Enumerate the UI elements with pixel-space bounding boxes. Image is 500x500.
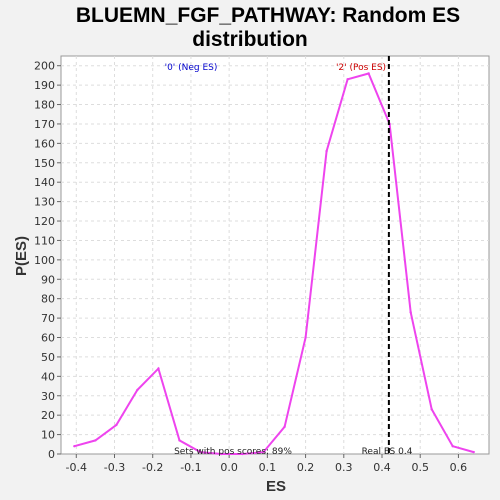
x-tick-label: 0.2 bbox=[297, 461, 315, 474]
data-point bbox=[262, 450, 265, 454]
y-tick-label: 90 bbox=[41, 273, 55, 286]
x-axis-ticks: -0.4 -0.3 -0.2 -0.1 0.0 0.1 0.2 0.3 0.4 0.5 0.6 bbox=[66, 454, 468, 474]
x-tick-label: 0.6 bbox=[450, 461, 468, 474]
series-line bbox=[74, 72, 474, 455]
y-tick-label: 50 bbox=[41, 351, 55, 364]
data-point bbox=[283, 425, 286, 429]
y-tick-label: 150 bbox=[34, 157, 55, 170]
x-axis-label: ES bbox=[266, 478, 286, 495]
x-tick-label: 0.5 bbox=[411, 461, 429, 474]
y-tick-label: 60 bbox=[41, 332, 55, 345]
y-tick-label: 170 bbox=[34, 118, 55, 131]
data-point bbox=[241, 452, 244, 456]
y-tick-label: 40 bbox=[41, 370, 55, 383]
y-tick-label: 70 bbox=[41, 312, 55, 325]
y-tick-label: 130 bbox=[34, 196, 55, 209]
chart-title-line1: BLUEMN_FGF_PATHWAY: Random ES bbox=[76, 4, 460, 27]
x-tick-label: -0.4 bbox=[66, 461, 87, 474]
y-tick-label: 140 bbox=[34, 176, 55, 189]
x-tick-label: 0.1 bbox=[259, 461, 277, 474]
y-tick-label: 80 bbox=[41, 293, 55, 306]
x-tick-label: 0.4 bbox=[373, 461, 391, 474]
data-point bbox=[409, 311, 412, 314]
data-point bbox=[346, 78, 349, 81]
x-tick-label: -0.3 bbox=[104, 461, 125, 474]
y-tick-label: 10 bbox=[41, 429, 55, 442]
data-point bbox=[451, 445, 454, 448]
y-tick-label: 200 bbox=[34, 60, 55, 73]
data-point bbox=[199, 450, 202, 454]
y-tick-label: 160 bbox=[34, 137, 55, 150]
chart-title-line2: distribution bbox=[192, 28, 307, 51]
y-axis-label: P(ES) bbox=[13, 236, 30, 276]
y-tick-label: 30 bbox=[41, 390, 55, 403]
y-tick-label: 190 bbox=[34, 79, 55, 92]
x-tick-label: -0.2 bbox=[142, 461, 163, 474]
plot-area bbox=[60, 55, 490, 455]
data-point bbox=[178, 439, 181, 442]
data-point bbox=[115, 423, 118, 427]
data-point bbox=[157, 367, 160, 370]
data-point bbox=[367, 72, 370, 75]
y-tick-label: 180 bbox=[34, 99, 55, 112]
y-tick-label: 20 bbox=[41, 409, 55, 422]
data-point bbox=[220, 452, 223, 456]
y-tick-label: 100 bbox=[34, 254, 55, 267]
x-tick-label: -0.1 bbox=[180, 461, 201, 474]
y-tick-label: 0 bbox=[48, 448, 55, 461]
data-point bbox=[325, 149, 328, 153]
x-tick-label: 0.3 bbox=[335, 461, 353, 474]
data-point bbox=[472, 450, 475, 454]
data-point bbox=[136, 388, 139, 392]
y-tick-label: 120 bbox=[34, 215, 55, 228]
real-es-annotation: Real ES 0.4 bbox=[362, 447, 413, 457]
data-point bbox=[304, 336, 307, 339]
grid-lines bbox=[61, 56, 489, 454]
data-point bbox=[73, 445, 76, 448]
y-tick-label: 110 bbox=[34, 234, 55, 247]
pos-es-label: '2' (Pos ES) bbox=[336, 63, 386, 73]
neg-es-label: '0' (Neg ES) bbox=[165, 63, 218, 73]
y-axis-ticks: 0 10 20 30 40 50 60 70 80 90 100 110 120 130 140 150 160… bbox=[34, 60, 61, 461]
pos-scores-annotation: Sets with pos scores: 89% bbox=[174, 447, 292, 457]
data-point bbox=[94, 439, 97, 442]
data-point bbox=[430, 408, 433, 411]
x-tick-label: 0.0 bbox=[220, 461, 238, 474]
